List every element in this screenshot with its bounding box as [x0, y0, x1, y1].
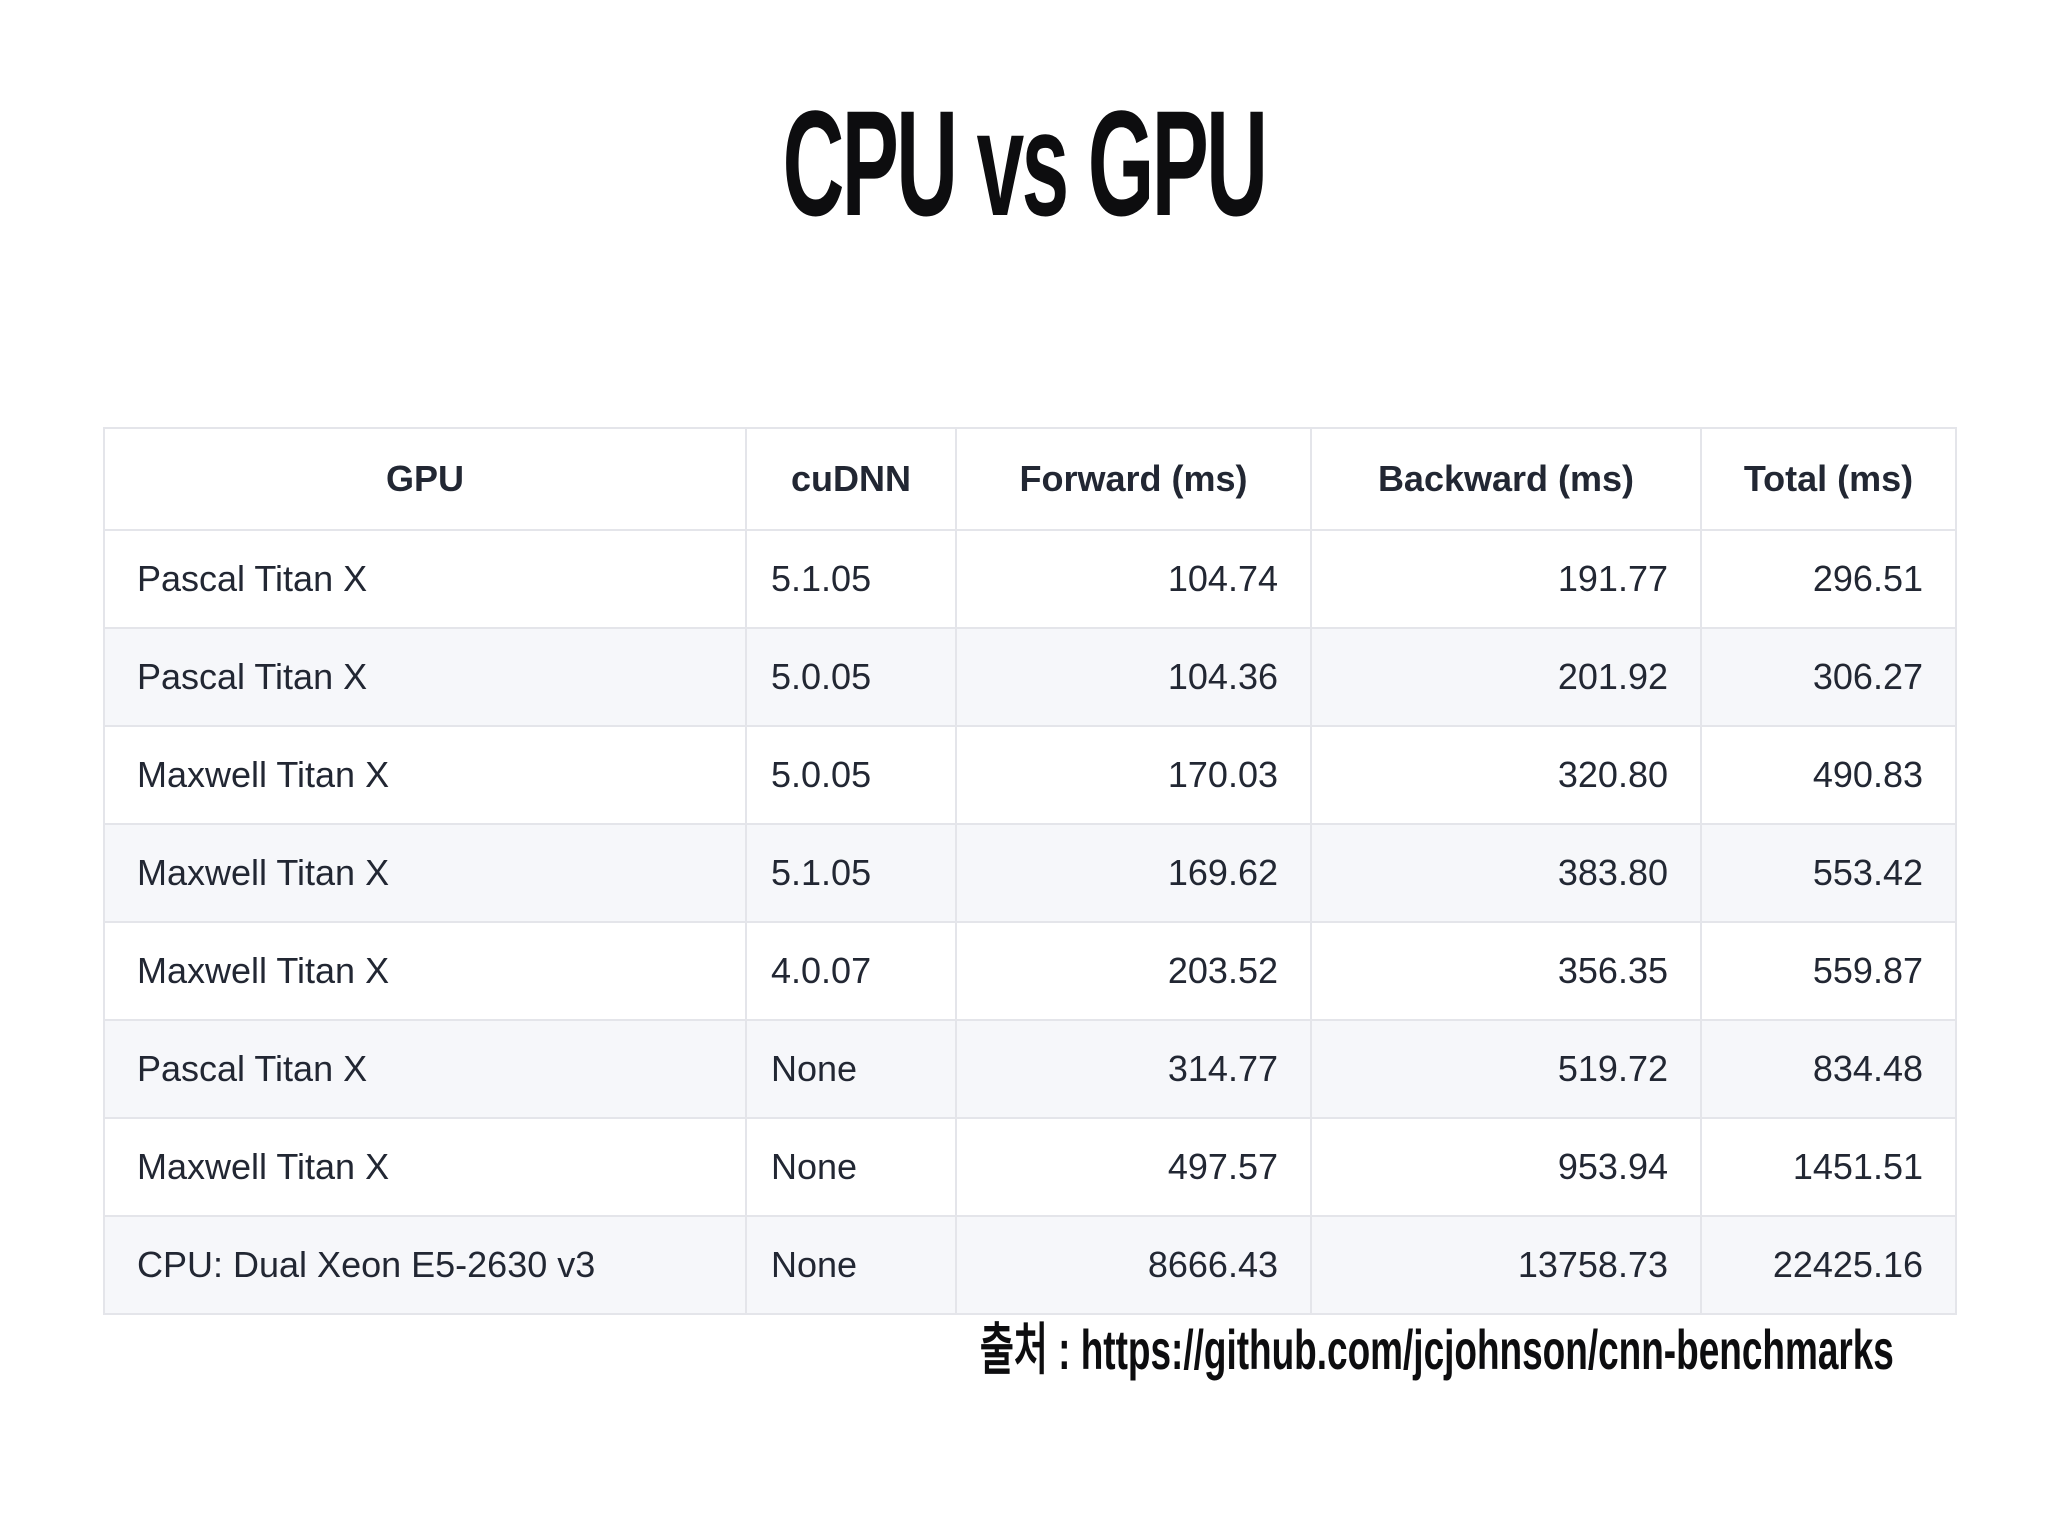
table-row: Maxwell Titan X 5.0.05 170.03 320.80 490.83: [103, 725, 1957, 825]
table-cell: None: [745, 1019, 957, 1119]
benchmark-table: GPU cuDNN Forward (ms) Backward (ms) Total (…: [103, 427, 1957, 1315]
table-cell: 306.27: [1700, 627, 1957, 727]
table-header-row: GPU cuDNN Forward (ms) Backward (ms) Total (…: [103, 427, 1957, 531]
table-row: Pascal Titan X 5.1.05 104.74 191.77 296.51: [103, 529, 1957, 629]
table-cell: 559.87: [1700, 921, 1957, 1021]
table-cell: 4.0.07: [745, 921, 957, 1021]
table-row: Maxwell Titan X 5.1.05 169.62 383.80 553.42: [103, 823, 1957, 923]
table-cell: 13758.73: [1310, 1215, 1702, 1315]
table-cell: 553.42: [1700, 823, 1957, 923]
column-header: Backward (ms): [1310, 427, 1702, 531]
table-cell: 834.48: [1700, 1019, 1957, 1119]
table-cell: 953.94: [1310, 1117, 1702, 1217]
table-body: Pascal Titan X 5.1.05 104.74 191.77 296.51 Pa…: [103, 529, 1957, 1315]
table-cell: 497.57: [955, 1117, 1312, 1217]
table-row: Maxwell Titan X None 497.57 953.94 1451.51: [103, 1117, 1957, 1217]
table-cell: 320.80: [1310, 725, 1702, 825]
table-row: CPU: Dual Xeon E5-2630 v3 None 8666.43 1375…: [103, 1215, 1957, 1315]
column-header: GPU: [103, 427, 747, 531]
table-row: Maxwell Titan X 4.0.07 203.52 356.35 559.87: [103, 921, 1957, 1021]
table-cell: Maxwell Titan X: [103, 823, 747, 923]
table-cell: Pascal Titan X: [103, 627, 747, 727]
table-cell: 5.1.05: [745, 529, 957, 629]
table-cell: 5.0.05: [745, 725, 957, 825]
table-cell: 383.80: [1310, 823, 1702, 923]
column-header: Forward (ms): [955, 427, 1312, 531]
table-cell: Maxwell Titan X: [103, 725, 747, 825]
column-header: cuDNN: [745, 427, 957, 531]
column-header: Total (ms): [1700, 427, 1957, 531]
table-cell: 203.52: [955, 921, 1312, 1021]
table-cell: 104.74: [955, 529, 1312, 629]
table-cell: Pascal Titan X: [103, 529, 747, 629]
table-cell: 170.03: [955, 725, 1312, 825]
page-title: CPU vs GPU: [782, 79, 1268, 247]
table-cell: 104.36: [955, 627, 1312, 727]
table-cell: 201.92: [1310, 627, 1702, 727]
table-row: Pascal Titan X None 314.77 519.72 834.48: [103, 1019, 1957, 1119]
table-cell: 5.0.05: [745, 627, 957, 727]
source-citation: 출처 : https://github.com/jcjohnson/cnn-be…: [979, 1318, 1894, 1381]
table-cell: CPU: Dual Xeon E5-2630 v3: [103, 1215, 747, 1315]
table-cell: Maxwell Titan X: [103, 921, 747, 1021]
table-cell: 490.83: [1700, 725, 1957, 825]
table-cell: 191.77: [1310, 529, 1702, 629]
table-header: GPU cuDNN Forward (ms) Backward (ms) Total (…: [103, 427, 1957, 531]
table-cell: 169.62: [955, 823, 1312, 923]
table-cell: Maxwell Titan X: [103, 1117, 747, 1217]
table-cell: None: [745, 1117, 957, 1217]
table-cell: 22425.16: [1700, 1215, 1957, 1315]
table-cell: 296.51: [1700, 529, 1957, 629]
table-cell: 8666.43: [955, 1215, 1312, 1315]
table-cell: 1451.51: [1700, 1117, 1957, 1217]
table-row: Pascal Titan X 5.0.05 104.36 201.92 306.27: [103, 627, 1957, 727]
table-cell: 519.72: [1310, 1019, 1702, 1119]
table-cell: 314.77: [955, 1019, 1312, 1119]
table-cell: None: [745, 1215, 957, 1315]
table-cell: Pascal Titan X: [103, 1019, 747, 1119]
table-cell: 5.1.05: [745, 823, 957, 923]
table-cell: 356.35: [1310, 921, 1702, 1021]
